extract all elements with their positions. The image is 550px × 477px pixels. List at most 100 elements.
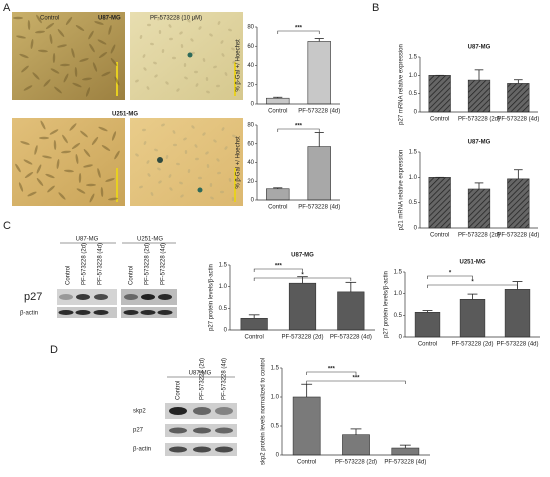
- cell: [209, 183, 213, 187]
- cell: [142, 54, 146, 58]
- y-tick-label: 1.5: [271, 366, 280, 372]
- cell: [40, 120, 46, 130]
- x-tick-label: PF-573228 (2d): [458, 233, 500, 239]
- y-tick-label: 80: [247, 123, 254, 129]
- bar: [307, 41, 331, 105]
- cell: [146, 86, 150, 90]
- cell: [20, 141, 30, 145]
- blot-band: [169, 427, 187, 434]
- x-tick-label: PF-573228 (4d): [496, 342, 538, 348]
- y-tick-label: 0: [251, 102, 255, 108]
- x-tick-label: Control: [268, 205, 287, 211]
- cell: [98, 51, 108, 59]
- significance-bracket: [306, 380, 406, 384]
- cell: [50, 68, 60, 74]
- cell: [75, 25, 85, 31]
- cell: [30, 39, 34, 49]
- cell: [153, 61, 157, 65]
- cell: [158, 180, 162, 184]
- micrograph: [12, 118, 125, 206]
- cell: [91, 136, 99, 146]
- cell: [49, 34, 53, 44]
- bar: [288, 282, 317, 331]
- cell: [52, 53, 56, 63]
- y-axis-label: p27 protein levels/β-actin: [384, 271, 390, 338]
- cell: [36, 164, 42, 174]
- y-axis-label: p27 protein levels/β-actin: [209, 264, 215, 331]
- cell: [47, 185, 55, 193]
- blot-band: [158, 294, 172, 300]
- cell: [71, 142, 81, 150]
- cell: [97, 168, 101, 178]
- lane-label: Control: [176, 381, 182, 400]
- cell: [34, 145, 38, 155]
- significance: *: [449, 271, 452, 277]
- blot-band: [215, 407, 233, 415]
- blot-band: [124, 294, 138, 300]
- cell: [231, 197, 235, 201]
- panel-letter: C: [3, 220, 11, 232]
- cell: [190, 38, 194, 42]
- cell: [111, 131, 117, 141]
- significance-bracket: [427, 275, 473, 279]
- blot-band: [215, 427, 233, 434]
- lane-label: Control: [129, 266, 135, 285]
- cell: [195, 83, 199, 87]
- cell: [39, 136, 49, 140]
- bar: [337, 291, 365, 331]
- cell: [108, 25, 112, 35]
- bar: [467, 188, 491, 229]
- cell: [172, 130, 176, 134]
- cell: [206, 90, 210, 94]
- cell: [49, 129, 59, 135]
- cell: [79, 58, 89, 62]
- lane-label: PF-573228 (2d): [200, 358, 206, 400]
- cell: [216, 84, 220, 88]
- cell: [110, 57, 118, 67]
- cell: [36, 177, 44, 187]
- bar: [307, 146, 331, 201]
- scale-bar: [234, 168, 236, 202]
- cell: [89, 43, 95, 53]
- x-tick-label: Control: [268, 109, 287, 115]
- cell: [72, 82, 82, 88]
- y-tick-label: 80: [247, 25, 254, 31]
- significance-bracket: [253, 277, 352, 281]
- lane-label: PF-573228 (4d): [98, 243, 104, 285]
- cell: [61, 150, 71, 154]
- cell: [179, 181, 183, 185]
- cell: [64, 169, 74, 173]
- cell: [32, 72, 40, 80]
- y-tick-label: 1.0: [409, 73, 418, 79]
- cell: [194, 144, 198, 148]
- significance: *: [301, 273, 304, 279]
- cell: [135, 79, 139, 83]
- cell: [42, 155, 52, 159]
- cell: [143, 67, 147, 71]
- cell: [224, 72, 228, 76]
- y-tick-label: 1.0: [219, 284, 228, 290]
- cell: [97, 39, 107, 45]
- cell: [191, 125, 195, 129]
- image-label: Control: [40, 16, 59, 22]
- lane-label: Control: [66, 266, 72, 285]
- cell: [184, 150, 188, 154]
- cell: [69, 123, 77, 131]
- chart-title: U251-MG: [459, 260, 485, 266]
- blot-band: [169, 407, 187, 415]
- y-tick-label: 0: [414, 226, 418, 232]
- x-tick-label: PF-573228 (4d): [384, 460, 426, 466]
- x-tick-label: Control: [297, 460, 316, 466]
- blot-band: [215, 446, 233, 453]
- blot-row-label: p27: [24, 291, 42, 303]
- y-tick-label: 20: [247, 179, 254, 185]
- cell: [217, 21, 221, 25]
- y-axis-label: % β-Gal +/ Hoechst: [236, 136, 242, 189]
- cell: [60, 63, 70, 67]
- cell: [101, 145, 111, 151]
- cell: [206, 164, 210, 168]
- y-axis-label: p21 mRNA relative expression: [399, 150, 405, 231]
- x-tick-label: PF-573228 (4d): [497, 233, 539, 239]
- cell: [165, 155, 169, 159]
- chart-title: U87-MG: [468, 45, 491, 51]
